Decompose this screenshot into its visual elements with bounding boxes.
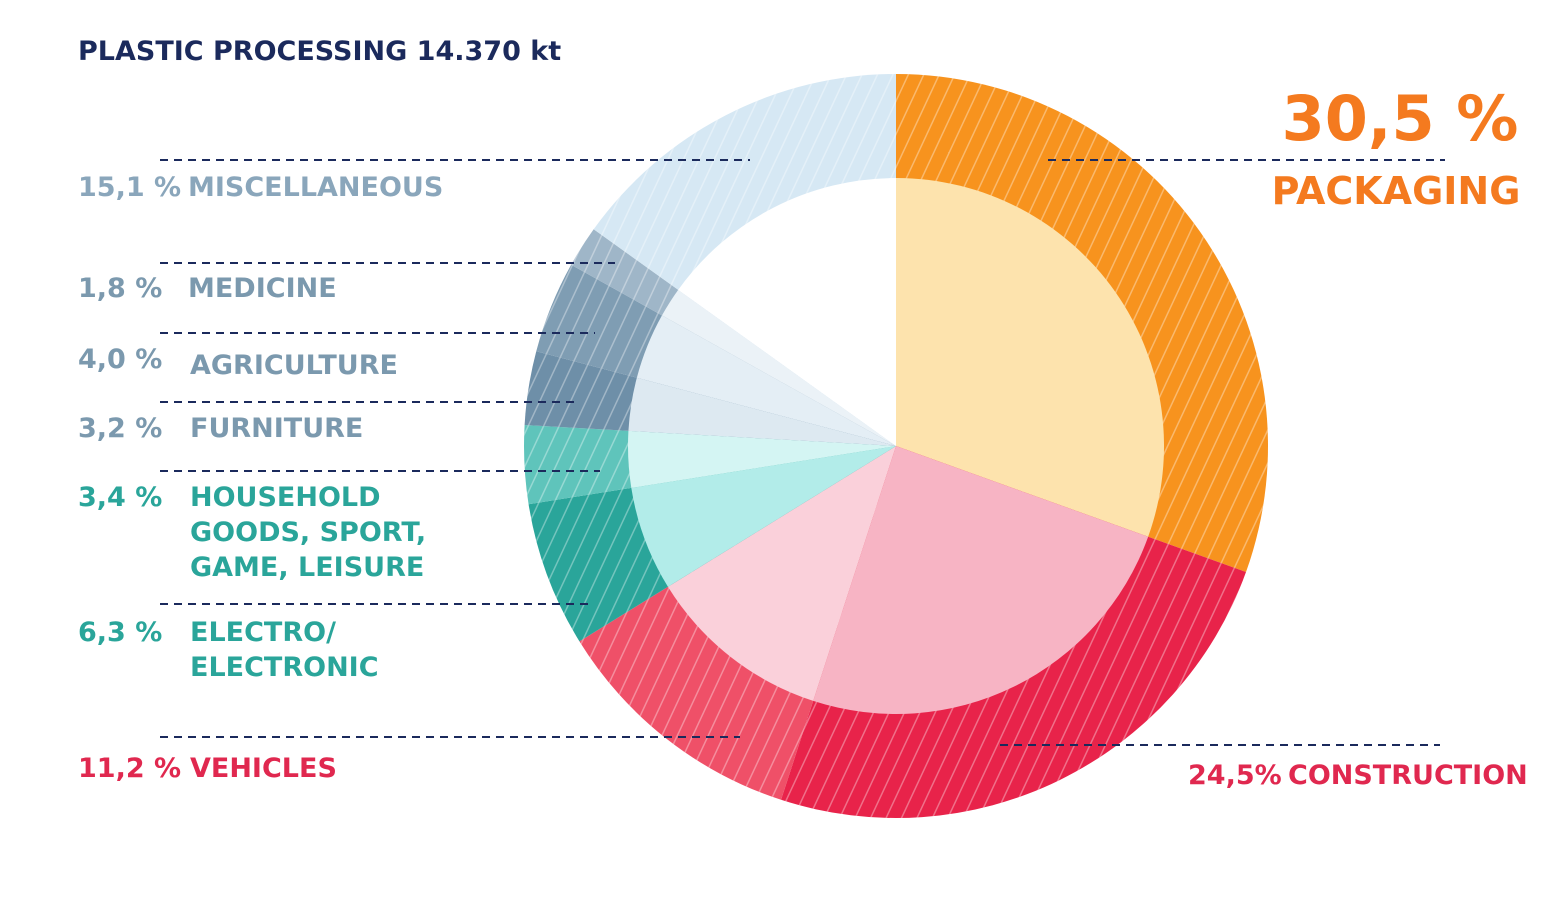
pie-slice-inner-vehicles (667, 446, 896, 701)
slice-label-packaging: PACKAGING (1272, 169, 1521, 213)
slice-percent-construction: 24,5% (1188, 760, 1282, 791)
slice-percent-packaging: 30,5 % (1282, 82, 1519, 155)
slice-label-household-goods-sport-game-leisure: HOUSEHOLD GOODS, SPORT, GAME, LEISURE (190, 482, 426, 583)
slice-percent-furniture: 3,2 % (78, 413, 162, 444)
slice-label-electro-electronic: ELECTRO/ELECTRONIC (190, 617, 379, 683)
slice-percent-electro-electronic: 6,3 % (78, 617, 162, 648)
pie-slice-inner-agriculture (636, 315, 896, 446)
slice-label-miscellaneous: MISCELLANEOUS (188, 172, 443, 203)
pie-slice-inner-electro-electronic (631, 446, 896, 587)
slice-percent-miscellaneous: 15,1 % (78, 172, 181, 203)
pie-slice-inner-medicine (661, 289, 896, 446)
slice-percent-household-goods-sport-game-leisure: 3,4 % (78, 482, 162, 513)
slice-label-construction: CONSTRUCTION (1288, 760, 1528, 791)
slice-percent-vehicles: 11,2 % (78, 753, 181, 784)
slice-label-furniture: FURNITURE (190, 413, 363, 444)
slice-labels: 30,5 % PACKAGING 24,5% CONSTRUCTION 11,2 % VE… (78, 82, 1528, 791)
leader-lines (160, 159, 1445, 746)
slice-label-agriculture: AGRICULTURE (190, 350, 398, 381)
pie-slice-inner-packaging (896, 178, 1164, 537)
pie-slice-inner-furniture (628, 377, 896, 446)
chart-title: PLASTIC PROCESSING 14.370 kt (78, 36, 561, 67)
slice-percent-medicine: 1,8 % (78, 273, 162, 304)
pie-slice-inner-construction (813, 446, 1149, 714)
slice-label-vehicles: VEHICLES (190, 753, 337, 784)
slice-label-medicine: MEDICINE (188, 273, 337, 304)
slice-percent-agriculture: 4,0 % (78, 344, 162, 375)
pie-slice-inner-miscellaneous (678, 178, 896, 446)
pie-slice-inner-household-goods-sport-game-leisure (628, 430, 896, 488)
pie-slices (524, 74, 1268, 818)
